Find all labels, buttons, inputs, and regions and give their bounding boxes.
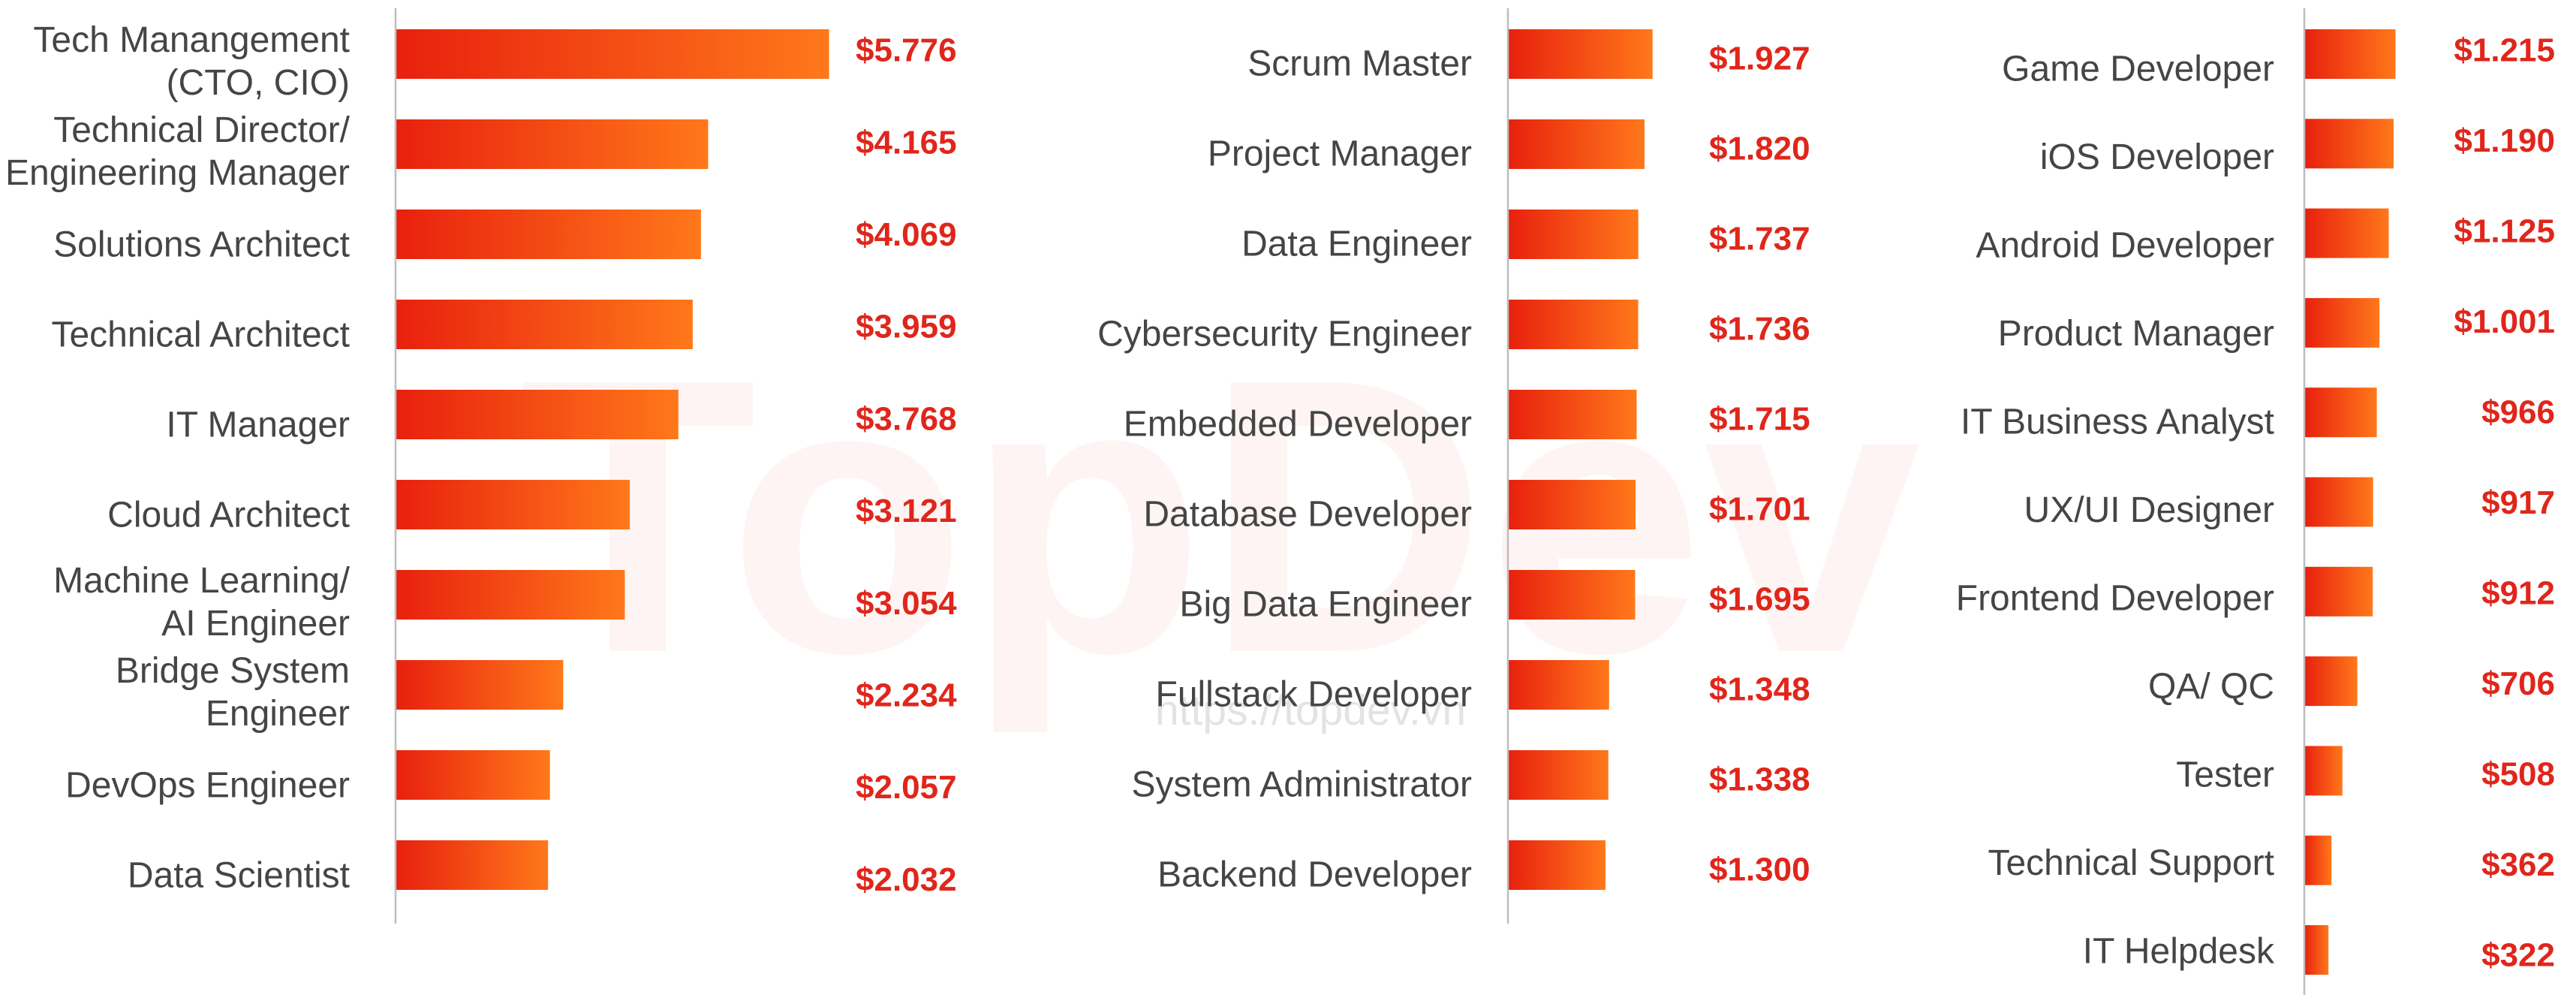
bar xyxy=(396,29,829,79)
category-label: Backend Developer xyxy=(1157,855,1472,895)
bar xyxy=(2304,746,2343,796)
value-label: $3.054 xyxy=(856,585,957,622)
value-label: $1.736 xyxy=(1709,311,1810,348)
value-label: $3.121 xyxy=(856,493,957,529)
bar xyxy=(1508,300,1639,349)
bar xyxy=(1508,660,1609,710)
category-label: Product Manager xyxy=(1998,314,2274,354)
bar xyxy=(2304,119,2394,169)
bar xyxy=(1508,29,1653,79)
category-label: Technical Director/Engineering Manager xyxy=(5,110,351,193)
value-label: $1.300 xyxy=(1709,852,1810,888)
bar xyxy=(2304,925,2329,975)
bar xyxy=(2304,297,2380,348)
category-label: Game Developer xyxy=(2002,50,2274,89)
bar xyxy=(1508,570,1636,620)
value-label: $1.190 xyxy=(2454,122,2555,159)
category-label: Data Engineer xyxy=(1241,225,1472,264)
value-label: $1.348 xyxy=(1709,671,1810,708)
bar xyxy=(2304,656,2358,707)
bar xyxy=(396,570,625,620)
value-label: $917 xyxy=(2481,484,2555,521)
value-label: $1.701 xyxy=(1709,491,1810,528)
category-label: System Administrator xyxy=(1132,765,1472,805)
bar xyxy=(396,119,709,169)
value-label: $1.820 xyxy=(1709,131,1810,167)
bar xyxy=(2304,208,2389,258)
bar xyxy=(1508,480,1636,529)
bar xyxy=(1508,750,1608,800)
category-label: Technical Support xyxy=(1988,843,2274,883)
bar xyxy=(396,660,564,710)
category-label: iOS Developer xyxy=(2040,137,2274,177)
category-label: Bridge System Engineer xyxy=(116,651,350,734)
value-label: $322 xyxy=(2481,937,2555,974)
value-label: $2.032 xyxy=(856,861,957,898)
value-label: $1.715 xyxy=(1709,401,1810,438)
value-label: $4.069 xyxy=(856,216,957,253)
category-label: Cloud Architect xyxy=(107,496,350,535)
bar xyxy=(2304,387,2377,438)
bar xyxy=(1508,119,1645,169)
value-label: $4.165 xyxy=(856,124,957,161)
category-label: Embedded Developer xyxy=(1124,405,1472,445)
bar xyxy=(1508,840,1605,890)
value-label: $1.737 xyxy=(1709,221,1810,258)
value-label: $1.338 xyxy=(1709,761,1810,798)
category-label: IT Business Analyst xyxy=(1961,403,2274,442)
watermark-url: https://topdev.vn xyxy=(1155,686,1466,734)
value-label: $508 xyxy=(2481,756,2555,793)
bar xyxy=(396,840,549,890)
value-label: $2.057 xyxy=(856,769,957,806)
value-label: $2.234 xyxy=(856,677,957,714)
category-label: QA/ QC xyxy=(2148,667,2274,707)
value-label: $1.927 xyxy=(1709,41,1810,77)
category-label: Big Data Engineer xyxy=(1179,585,1472,625)
value-label: $966 xyxy=(2481,394,2555,431)
bar xyxy=(1508,210,1639,259)
category-label: Android Developer xyxy=(1976,226,2274,266)
bar xyxy=(2304,477,2373,527)
category-label: Technical Architect xyxy=(51,315,350,355)
value-label: $3.768 xyxy=(856,400,957,437)
bar xyxy=(396,480,630,529)
value-label: $1.695 xyxy=(1709,581,1810,618)
bar xyxy=(396,390,679,439)
bar xyxy=(396,300,693,349)
category-label: Solutions Architect xyxy=(53,225,350,265)
value-label: $706 xyxy=(2481,665,2555,702)
bar xyxy=(396,210,701,259)
bar xyxy=(396,750,550,800)
category-label: Project Manager xyxy=(1208,134,1472,174)
bar xyxy=(2304,29,2396,79)
category-label: Fullstack Developer xyxy=(1156,675,1473,715)
category-label: Database Developer xyxy=(1143,495,1472,535)
category-label: Tester xyxy=(2176,755,2274,795)
bar xyxy=(2304,566,2373,617)
value-label: $1.125 xyxy=(2454,213,2555,250)
value-label: $1.215 xyxy=(2454,32,2555,69)
category-label: Machine Learning/AI Engineer xyxy=(53,561,351,644)
value-label: $5.776 xyxy=(856,32,957,69)
category-label: UX/UI Designer xyxy=(2024,490,2274,530)
category-label: Tech Manangement (CTO, CIO) xyxy=(33,20,350,103)
watermark-logo: TopDev xyxy=(519,298,1924,737)
category-label: Frontend Developer xyxy=(1956,579,2274,619)
category-label: Data Scientist xyxy=(128,856,350,896)
value-label: $912 xyxy=(2481,575,2555,612)
value-label: $362 xyxy=(2481,846,2555,883)
value-label: $3.959 xyxy=(856,309,957,345)
category-label: IT Manager xyxy=(166,406,350,445)
bar xyxy=(2304,835,2332,885)
bar xyxy=(1508,390,1637,439)
value-label: $1.001 xyxy=(2454,303,2555,340)
category-label: Scrum Master xyxy=(1247,44,1472,84)
category-label: DevOps Engineer xyxy=(65,766,350,806)
category-label: IT Helpdesk xyxy=(2083,932,2275,972)
category-label: Cybersecurity Engineer xyxy=(1097,315,1472,354)
